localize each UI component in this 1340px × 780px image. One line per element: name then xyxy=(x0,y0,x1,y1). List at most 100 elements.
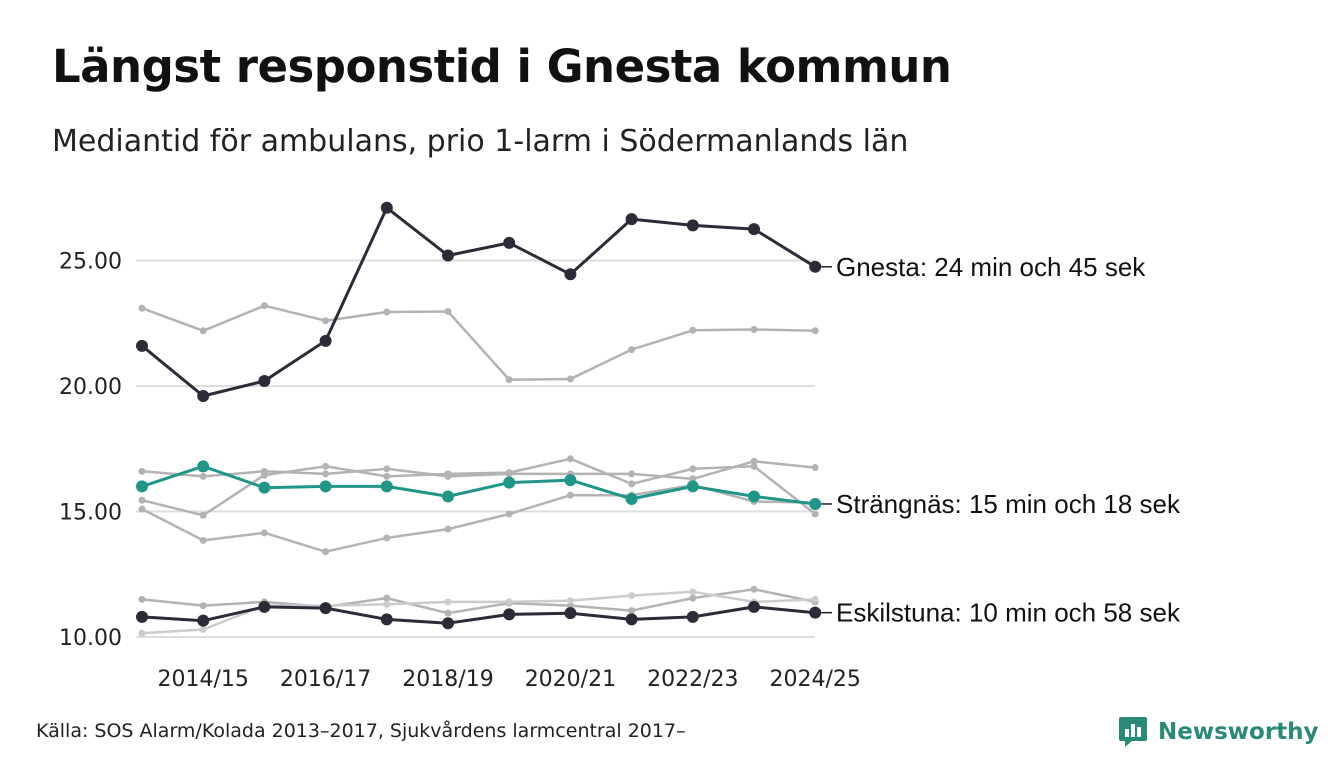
chart-subtitle: Mediantid för ambulans, prio 1-larm i Sö… xyxy=(52,124,909,159)
data-point-str-ngn-s xyxy=(442,490,454,503)
series-line-gray-d xyxy=(141,457,816,517)
series-gray-b xyxy=(138,457,819,483)
data-point-gray-a xyxy=(199,327,207,335)
data-point-str-ngn-s xyxy=(503,476,516,489)
data-point-gray-a xyxy=(444,307,452,315)
series-line-gnesta xyxy=(141,206,816,398)
data-point-gnesta xyxy=(319,334,332,347)
data-point-gray-f xyxy=(566,597,574,605)
series-gnesta xyxy=(136,201,822,403)
data-point-gray-a xyxy=(566,375,574,383)
data-point-gray-f xyxy=(811,595,819,603)
data-point-gray-f xyxy=(444,598,452,606)
data-point-gray-e xyxy=(199,602,207,610)
data-point-str-ngn-s xyxy=(564,474,577,487)
data-point-gray-c xyxy=(322,548,330,556)
data-point-str-ngn-s xyxy=(686,480,699,493)
data-point-gnesta xyxy=(809,260,822,273)
x-tick-label: 2016/17 xyxy=(280,667,371,692)
series-line-gray-e xyxy=(141,588,816,615)
data-point-gray-c xyxy=(505,510,513,518)
series-label-gnesta: Gnesta: 24 min och 45 sek xyxy=(836,252,1146,282)
data-point-eskilstuna xyxy=(748,600,760,613)
data-point-gray-d xyxy=(322,462,330,470)
data-point-gray-a xyxy=(811,327,819,335)
data-point-gray-d xyxy=(199,511,207,519)
data-point-str-ngn-s xyxy=(197,460,210,473)
series-line-gray-c xyxy=(141,483,816,553)
data-point-gray-b xyxy=(199,472,207,480)
brand-logo: Newsworthy xyxy=(1118,712,1319,752)
data-point-gnesta xyxy=(686,219,699,232)
data-point-gnesta xyxy=(442,249,454,262)
data-point-gray-d xyxy=(138,496,146,504)
data-point-gray-b xyxy=(138,467,146,475)
data-point-gray-d xyxy=(383,472,391,480)
data-point-gnesta xyxy=(197,390,210,403)
data-point-gray-c xyxy=(199,536,207,544)
data-point-gray-e xyxy=(383,594,391,602)
data-point-gray-e xyxy=(138,595,146,603)
data-point-gray-b xyxy=(811,464,819,472)
brand-name: Newsworthy xyxy=(1158,719,1319,745)
x-tick-label: 2024/25 xyxy=(769,667,860,692)
data-point-gnesta xyxy=(136,339,148,352)
data-point-gray-e xyxy=(750,585,758,593)
data-point-str-ngn-s xyxy=(136,480,148,493)
series-gray-a xyxy=(138,302,819,384)
series-line-eskilstuna xyxy=(141,605,816,625)
data-point-gray-a xyxy=(383,308,391,316)
source-note: Källa: SOS Alarm/Kolada 2013–2017, Sjukv… xyxy=(36,720,686,742)
data-point-gray-c xyxy=(444,525,452,533)
data-point-gray-a xyxy=(138,304,146,312)
data-point-str-ngn-s xyxy=(380,480,393,493)
data-point-gray-c xyxy=(138,505,146,513)
data-point-gray-d xyxy=(260,471,268,479)
data-point-gray-d xyxy=(628,480,636,488)
data-point-gray-e xyxy=(628,607,636,615)
data-point-gray-c xyxy=(260,529,268,537)
data-point-gray-b xyxy=(383,465,391,473)
data-point-eskilstuna xyxy=(197,614,210,627)
data-point-gray-f xyxy=(628,592,636,600)
data-point-gray-b xyxy=(322,470,330,478)
data-point-eskilstuna xyxy=(503,608,516,621)
data-point-str-ngn-s xyxy=(319,480,332,493)
data-point-eskilstuna xyxy=(442,617,454,630)
data-point-gray-e xyxy=(689,594,697,602)
data-point-gnesta xyxy=(503,236,516,249)
x-tick-label: 2020/21 xyxy=(525,667,616,692)
data-point-gray-f xyxy=(689,588,697,596)
data-point-gray-d xyxy=(689,465,697,473)
data-point-gray-c xyxy=(383,534,391,542)
data-point-str-ngn-s xyxy=(625,492,638,505)
data-point-gray-d xyxy=(750,462,758,470)
data-point-str-ngn-s xyxy=(748,490,760,503)
chart-title: Längst responstid i Gnesta kommun xyxy=(52,40,952,93)
data-point-eskilstuna xyxy=(136,610,148,623)
data-point-eskilstuna xyxy=(625,613,638,626)
data-point-gnesta xyxy=(380,201,393,214)
data-point-gnesta xyxy=(625,213,638,226)
data-point-eskilstuna xyxy=(380,613,393,626)
data-point-eskilstuna xyxy=(319,602,332,615)
y-tick-label: 10.00 xyxy=(59,626,122,651)
data-point-gray-f xyxy=(383,600,391,608)
series-eskilstuna xyxy=(136,600,822,630)
data-point-gnesta xyxy=(258,374,271,387)
data-point-gray-e xyxy=(444,609,452,617)
data-point-gray-a xyxy=(689,326,697,334)
data-point-gray-d xyxy=(566,455,574,463)
data-point-str-ngn-s xyxy=(809,497,822,510)
data-point-eskilstuna xyxy=(258,600,271,613)
data-point-eskilstuna xyxy=(564,607,577,620)
series-line-str-ngn-s xyxy=(141,464,816,506)
y-tick-label: 25.00 xyxy=(59,250,122,275)
data-point-eskilstuna xyxy=(809,606,822,619)
series-gray-c xyxy=(138,481,819,556)
data-point-gray-d xyxy=(444,470,452,478)
x-tick-label: 2014/15 xyxy=(157,667,248,692)
data-point-gnesta xyxy=(748,223,760,236)
y-tick-label: 15.00 xyxy=(59,501,122,526)
